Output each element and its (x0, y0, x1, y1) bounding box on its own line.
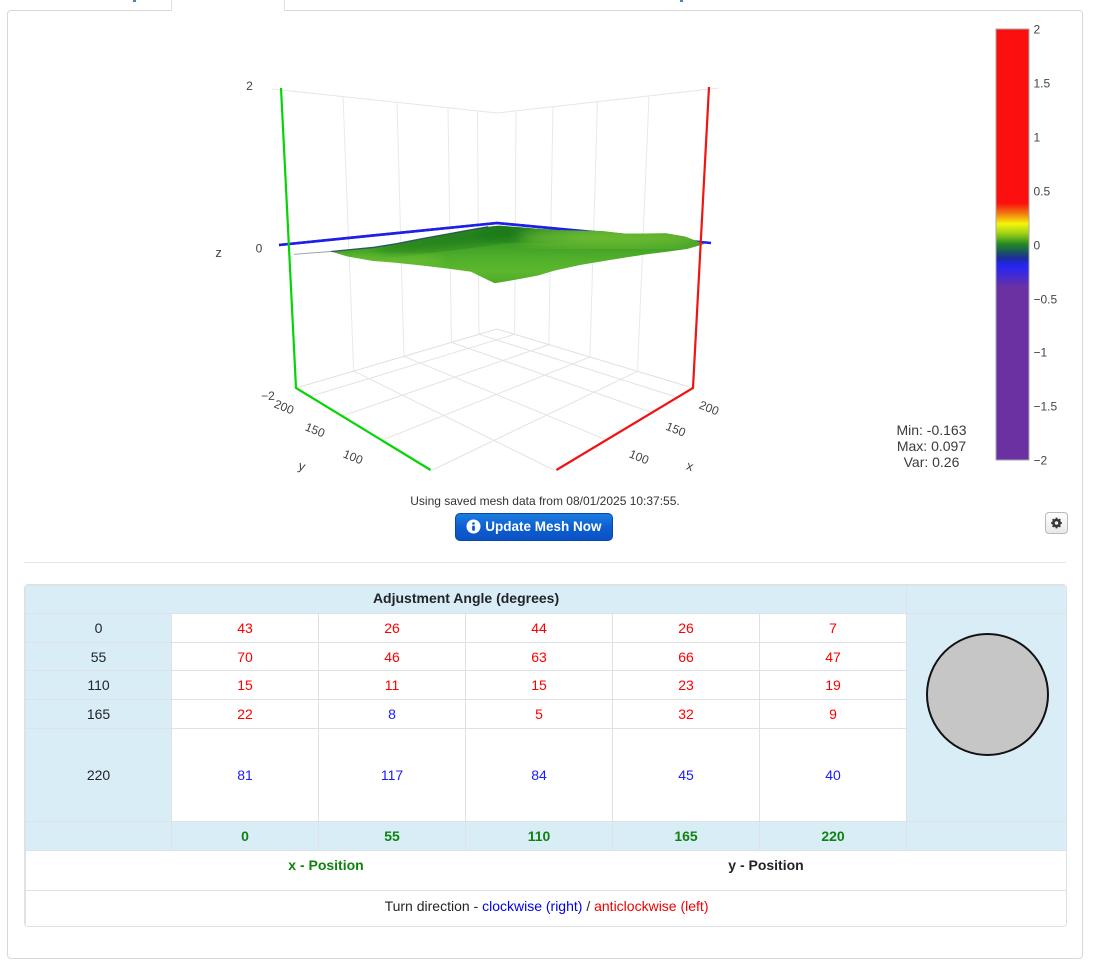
svg-text:200: 200 (272, 397, 296, 418)
svg-text:z: z (215, 245, 222, 260)
svg-text:1: 1 (1034, 131, 1041, 145)
svg-text:100: 100 (627, 447, 651, 468)
svg-text:200: 200 (697, 398, 721, 419)
svg-text:y: y (297, 458, 308, 474)
svg-text:−1: −1 (1034, 346, 1048, 360)
svg-text:Min: -0.163: Min: -0.163 (896, 422, 966, 438)
svg-text:−1.5: −1.5 (1034, 400, 1058, 414)
svg-text:Max: 0.097: Max: 0.097 (897, 438, 966, 454)
svg-text:x: x (685, 458, 696, 474)
svg-text:0.5: 0.5 (1034, 185, 1051, 199)
svg-text:−2: −2 (261, 389, 275, 403)
svg-text:0: 0 (256, 242, 263, 256)
svg-text:Var: 0.26: Var: 0.26 (904, 454, 960, 470)
svg-text:150: 150 (664, 419, 688, 440)
svg-text:150: 150 (303, 420, 327, 441)
svg-text:2: 2 (246, 79, 253, 93)
svg-text:2: 2 (1034, 23, 1041, 37)
svg-text:1.5: 1.5 (1034, 77, 1051, 91)
svg-text:100: 100 (341, 447, 365, 468)
svg-text:−0.5: −0.5 (1034, 293, 1058, 307)
svg-text:0: 0 (1034, 239, 1041, 253)
svg-text:−2: −2 (1034, 454, 1048, 468)
